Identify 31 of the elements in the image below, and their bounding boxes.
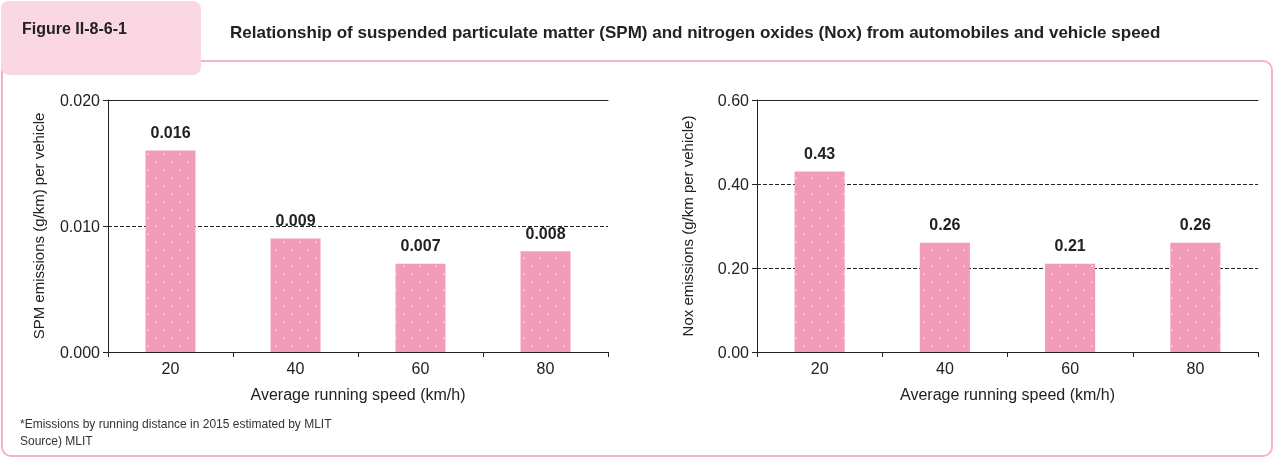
x-tick-label: 40 <box>935 359 954 377</box>
x-tick-label: 20 <box>810 359 829 377</box>
text: *Emissions by running distance in 2015 estimated by MLIT <box>20 416 332 433</box>
data-label: 0.008 <box>525 224 566 242</box>
data-label: 0.21 <box>1054 237 1086 255</box>
data-label: 0.016 <box>150 123 191 141</box>
y-tick-label: 0.40 <box>717 175 750 193</box>
data-label: 0.009 <box>275 212 316 230</box>
x-tick-label: 20 <box>161 359 180 377</box>
data-label: 0.007 <box>400 237 441 255</box>
x-axis-title: Average running speed (km/h) <box>250 385 466 403</box>
x-tick-label: 40 <box>286 359 305 377</box>
x-tick-label: 60 <box>1061 359 1080 377</box>
text: Relationship of suspended particulate matter (SPM) and nitrogen oxides (Nox) from automobiles and vehicle speed <box>230 22 1162 44</box>
y-tick-label: 0.20 <box>717 259 750 277</box>
source-note: Source) MLIT <box>20 433 94 450</box>
y-axis-title: SPM emissions (g/km) per vehicle <box>30 112 47 340</box>
y-tick-label: 0.00 <box>717 343 750 361</box>
x-tick-label: 60 <box>411 359 430 377</box>
x-tick-label: 80 <box>536 359 555 377</box>
y-tick-label: 0.020 <box>59 91 101 109</box>
y-axis-title: Nox emissions (g/km per vehicle) <box>679 115 696 337</box>
x-tick-label: 80 <box>1186 359 1205 377</box>
y-tick-label: 0.010 <box>59 217 101 235</box>
data-label: 0.43 <box>804 144 836 162</box>
y-tick-label: 0.000 <box>59 343 101 361</box>
data-label: 0.26 <box>1179 216 1212 234</box>
text: Figure II-8-6-1 <box>22 20 127 38</box>
data-label: 0.26 <box>929 216 961 234</box>
y-tick-label: 0.60 <box>717 91 750 109</box>
x-axis-title: Average running speed (km/h) <box>900 385 1115 403</box>
